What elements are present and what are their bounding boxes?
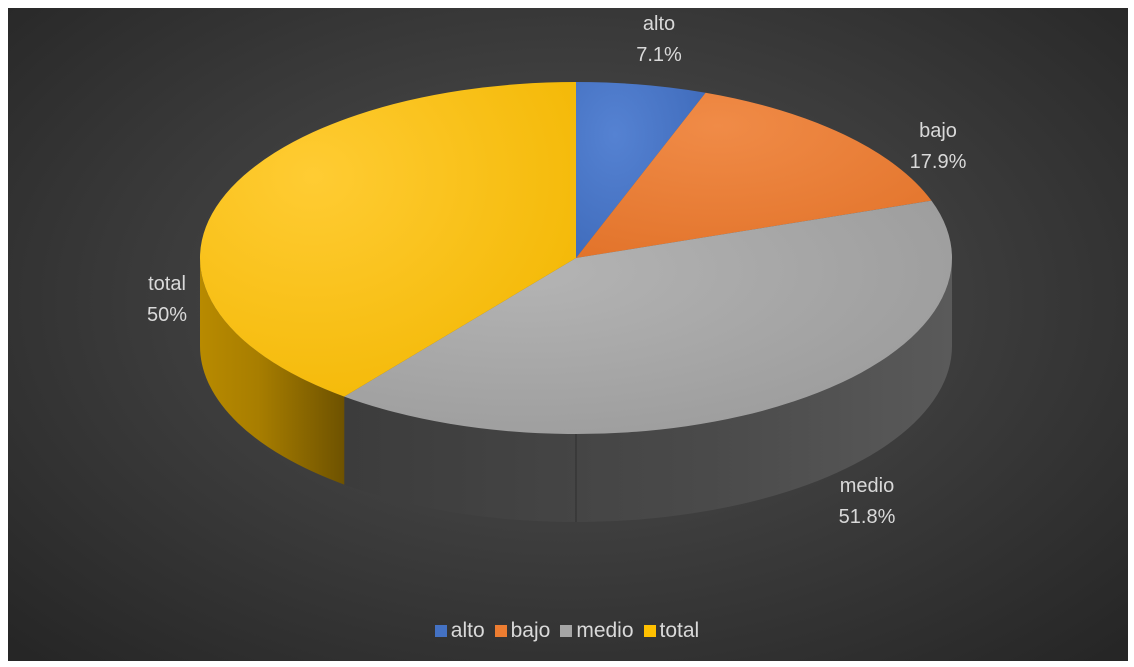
legend-item-total: total: [643, 619, 700, 643]
data-label-total-category: total: [148, 273, 186, 295]
legend-swatch-alto: [434, 625, 447, 637]
legend-swatch-total: [643, 625, 656, 637]
legend-item-medio: medio: [560, 619, 634, 643]
legend-label-alto: alto: [450, 619, 485, 642]
legend-swatch-bajo: [494, 625, 507, 637]
pie-slice-bajo: [576, 92, 932, 258]
legend-item-alto: alto: [434, 619, 485, 643]
legend: alto bajo medio total: [0, 619, 1134, 643]
pie-slice-medio: [344, 200, 953, 435]
data-label-bajo-category: bajo: [919, 120, 957, 142]
pie-side-total: [200, 258, 345, 485]
data-label-medio-category: medio: [840, 475, 894, 497]
legend-swatch-medio: [560, 625, 573, 637]
data-label-alto-category: alto: [643, 13, 675, 35]
pie-slice-total: [199, 82, 577, 397]
legend-item-bajo: bajo: [494, 619, 551, 643]
data-label-medio-percent: 51.8%: [839, 506, 896, 528]
data-label-alto-percent: 7.1%: [636, 44, 682, 66]
pie-side-medio: [344, 258, 952, 523]
data-label-total-percent: 50%: [147, 304, 187, 326]
legend-label-total: total: [659, 619, 700, 642]
legend-label-medio: medio: [576, 619, 634, 642]
pie-slice-alto: [576, 82, 706, 258]
legend-label-bajo: bajo: [510, 619, 551, 642]
data-label-bajo-percent: 17.9%: [910, 151, 967, 173]
